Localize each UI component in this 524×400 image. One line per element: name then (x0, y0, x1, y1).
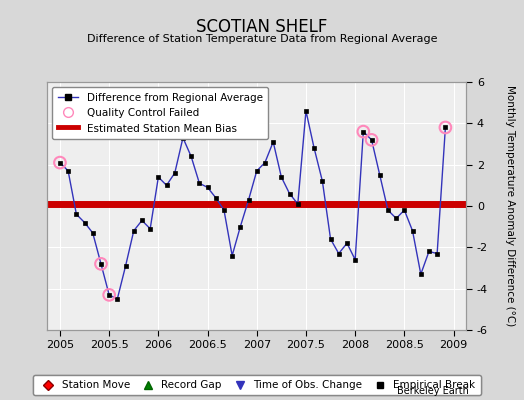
Point (359, 128, 367, 135)
Point (97, 261, 105, 267)
Y-axis label: Monthly Temperature Anomaly Difference (°C): Monthly Temperature Anomaly Difference (… (505, 85, 515, 327)
Legend: Station Move, Record Gap, Time of Obs. Change, Empirical Break: Station Move, Record Gap, Time of Obs. C… (33, 375, 481, 396)
Text: SCOTIAN SHELF: SCOTIAN SHELF (196, 18, 328, 36)
Text: Difference of Station Temperature Data from Regional Average: Difference of Station Temperature Data f… (87, 34, 437, 44)
Text: Berkeley Earth: Berkeley Earth (397, 386, 469, 396)
Point (56, 159, 64, 166)
Point (105, 292, 113, 298)
Point (441, 124, 450, 131)
Point (367, 137, 376, 143)
